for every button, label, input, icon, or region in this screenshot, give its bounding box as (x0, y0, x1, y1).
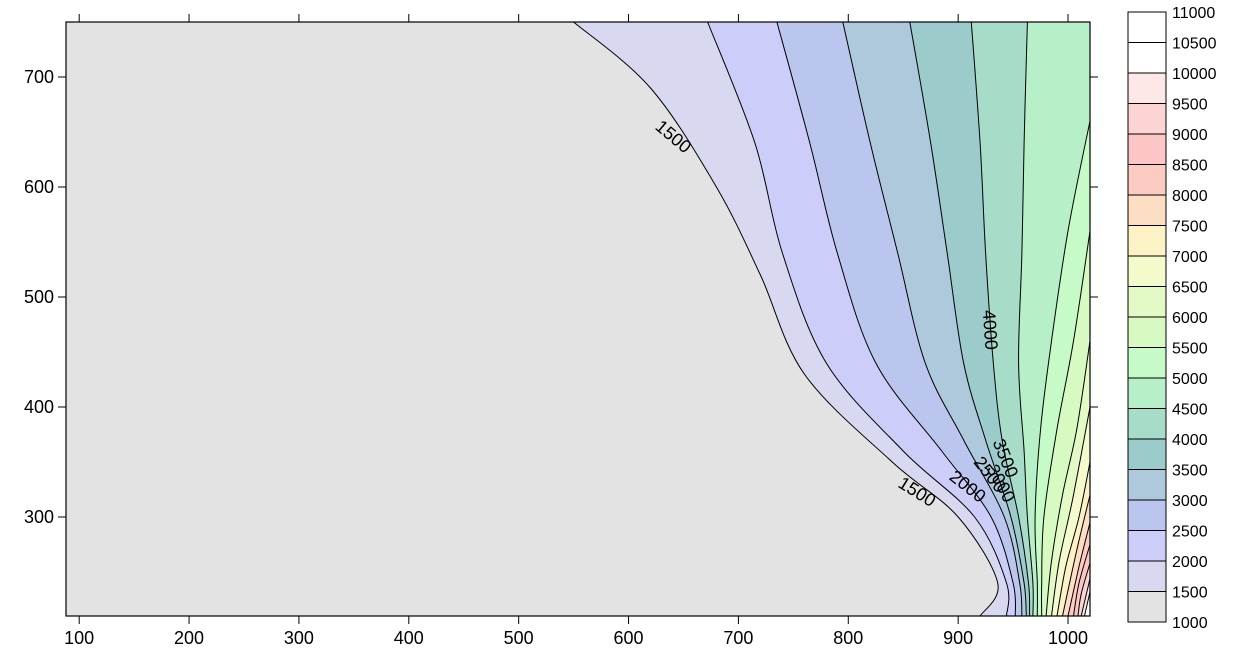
legend-label: 5500 (1172, 341, 1208, 358)
legend-label: 10500 (1172, 36, 1217, 53)
legend-swatch (1128, 530, 1166, 561)
y-tick-label: 500 (24, 287, 54, 307)
contour-line-3000 (842, 22, 1023, 616)
legend-label: 8000 (1172, 188, 1208, 205)
contour-line-6500 (1051, 406, 1090, 616)
legend-label: 8500 (1172, 158, 1208, 175)
legend-swatch (1128, 439, 1166, 470)
legend-swatch (1128, 195, 1166, 226)
x-tick-label: 1000 (1048, 628, 1088, 648)
legend-label: 4500 (1172, 402, 1208, 419)
x-tick-label: 500 (504, 628, 534, 648)
contour-line-2000 (707, 22, 1010, 616)
legend-label: 2500 (1172, 524, 1208, 541)
legend-label: 5000 (1172, 371, 1208, 388)
legend-swatch (1128, 42, 1166, 73)
color-legend: 1000 1500 2000 2500 3000 3500 4000 4500 5000 5500… (1127, 5, 1217, 632)
band-10000 (1084, 22, 1090, 616)
y-tick-label: 400 (24, 397, 54, 417)
x-tick-label: 600 (614, 628, 644, 648)
legend-label: 10000 (1172, 66, 1217, 83)
contour-line-1500 (573, 22, 999, 616)
legend-label: 4000 (1172, 432, 1208, 449)
contour-lines (573, 22, 1090, 616)
contour-label: 4000 (979, 309, 1002, 350)
legend-swatch (1128, 561, 1166, 592)
legend-swatch (1128, 12, 1166, 43)
contour-line-6000 (1045, 340, 1090, 616)
x-tick-label: 900 (943, 628, 973, 648)
contour-line-5500 (1041, 230, 1090, 616)
legend-swatch (1128, 164, 1166, 195)
legend-swatch (1128, 347, 1166, 378)
legend-swatch (1128, 286, 1166, 317)
legend-label: 6500 (1172, 280, 1208, 297)
legend-swatch (1128, 469, 1166, 500)
x-axis: 100 200 300 400 500 600 700 800 900 1000 (64, 14, 1088, 648)
legend-swatch (1128, 378, 1166, 409)
x-tick-label: 300 (284, 628, 314, 648)
contour-line-5000 (1034, 120, 1090, 616)
legend-label: 9000 (1172, 127, 1208, 144)
contour-line-3500 (909, 22, 1027, 616)
contour-line-8500 (1073, 544, 1090, 616)
legend-label: 1500 (1172, 585, 1208, 602)
y-tick-label: 600 (24, 177, 54, 197)
contour-line-4000 (970, 22, 1031, 616)
legend-swatch (1128, 73, 1166, 104)
y-tick-label: 700 (24, 67, 54, 87)
legend-swatch (1128, 500, 1166, 531)
x-tick-label: 100 (64, 628, 94, 648)
legend-swatch (1128, 408, 1166, 439)
legend-label: 2000 (1172, 554, 1208, 571)
contour-line-4500 (1018, 22, 1034, 616)
legend-label: 3500 (1172, 463, 1208, 480)
legend-swatch (1128, 256, 1166, 287)
contour-bands (66, 22, 1090, 616)
legend-swatch (1128, 225, 1166, 256)
contour-line-9000 (1077, 563, 1090, 616)
legend-label: 3000 (1172, 493, 1208, 510)
y-tick-label: 300 (24, 507, 54, 527)
y-axis: 300 400 500 600 700 (24, 67, 1098, 527)
band-6500 (1051, 22, 1090, 616)
legend-label: 11000 (1172, 5, 1215, 22)
legend-label: 9500 (1172, 97, 1208, 114)
legend-swatch (1128, 591, 1166, 622)
legend-swatch (1128, 103, 1166, 134)
legend-label: 1000 (1172, 615, 1208, 632)
legend-swatch (1128, 317, 1166, 348)
x-tick-label: 200 (174, 628, 204, 648)
contour-line-8000 (1067, 522, 1090, 616)
contour-line-7000 (1056, 461, 1090, 616)
band-8500 (1073, 22, 1090, 616)
x-tick-label: 400 (394, 628, 424, 648)
legend-label: 7000 (1172, 249, 1208, 266)
x-tick-label: 700 (723, 628, 753, 648)
x-tick-label: 800 (833, 628, 863, 648)
contour-line-2500 (776, 22, 1017, 616)
legend-label: 6000 (1172, 310, 1208, 327)
legend-label: 7500 (1172, 219, 1208, 236)
contour-line-7500 (1062, 494, 1090, 616)
plot-frame (65, 21, 1091, 617)
legend-swatch (1128, 134, 1166, 165)
